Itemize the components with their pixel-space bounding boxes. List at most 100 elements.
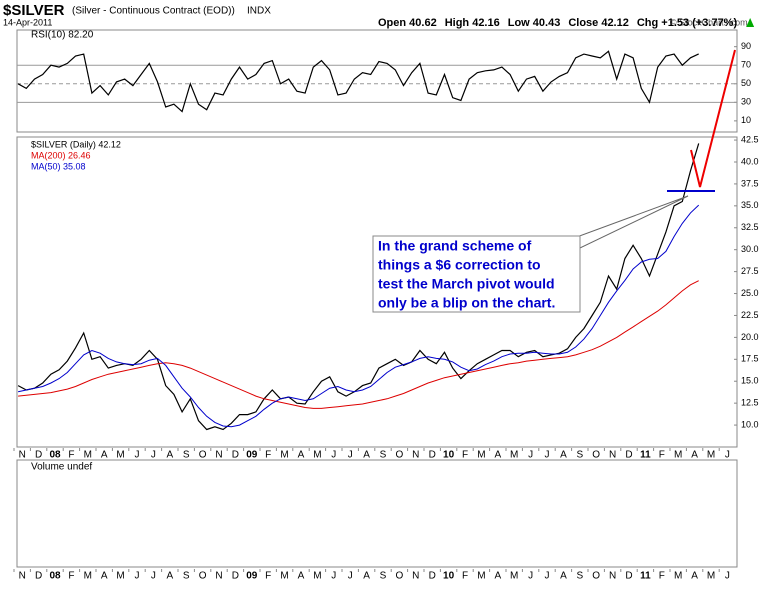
y-tick-label: 70 bbox=[741, 60, 751, 70]
x-tick-label: F bbox=[68, 571, 74, 582]
x-tick-label: M bbox=[280, 450, 288, 461]
x-tick-label: J bbox=[135, 450, 140, 461]
note-line: only be a blip on the chart. bbox=[378, 295, 555, 311]
x-tick-label: A bbox=[101, 450, 108, 461]
y-tick-label: 32.5 bbox=[741, 222, 759, 232]
x-tick-label: M bbox=[674, 450, 682, 461]
series-line bbox=[18, 280, 699, 409]
volume-panel bbox=[16, 459, 738, 568]
note-line: things a $6 correction to bbox=[378, 257, 541, 273]
x-tick-label: J bbox=[348, 450, 353, 461]
x-tick-label: M bbox=[477, 450, 485, 461]
x-tick-label: F bbox=[265, 450, 271, 461]
y-tick-label: 20.0 bbox=[741, 332, 759, 342]
x-tick-label: D bbox=[35, 450, 42, 461]
y-tick-label: 27.5 bbox=[741, 266, 759, 276]
x-tick-label: D bbox=[429, 450, 436, 461]
y-tick-label: 25.0 bbox=[741, 288, 759, 298]
x-tick-label: F bbox=[659, 450, 665, 461]
projection-line bbox=[690, 49, 736, 188]
x-tick-label: J bbox=[348, 571, 353, 582]
x-tick-label: M bbox=[313, 571, 321, 582]
x-tick-label: D bbox=[232, 450, 239, 461]
x-tick-label: D bbox=[232, 571, 239, 582]
x-tick-label: N bbox=[609, 450, 616, 461]
series-line bbox=[17, 50, 699, 113]
rsi-panel bbox=[16, 29, 738, 133]
x-tick-label: 09 bbox=[246, 450, 258, 461]
x-tick-label: O bbox=[199, 571, 207, 582]
up-arrow bbox=[746, 18, 755, 27]
x-tick-label: J bbox=[528, 571, 533, 582]
x-tick-label: N bbox=[609, 571, 616, 582]
x-tick-label: S bbox=[380, 450, 387, 461]
x-tick-label: M bbox=[674, 571, 682, 582]
x-tick-label: A bbox=[494, 571, 501, 582]
x-tick-label: M bbox=[510, 450, 518, 461]
x-tick-label: J bbox=[331, 571, 336, 582]
x-tick-label: A bbox=[298, 571, 305, 582]
note-line: test the March pivot would bbox=[378, 276, 555, 292]
quote: Open 40.62 High 42.16 Low 40.43 Close 42.12… bbox=[378, 17, 755, 29]
x-tick-label: 11 bbox=[640, 450, 651, 461]
x-tick-label: J bbox=[528, 450, 533, 461]
x-tick-label: 09 bbox=[246, 571, 258, 582]
x-tick-label: 10 bbox=[443, 571, 455, 582]
x-tick-label: A bbox=[691, 450, 698, 461]
x-tick-label: S bbox=[576, 571, 583, 582]
x-tick-label: S bbox=[183, 571, 190, 582]
x-tick-label: J bbox=[545, 450, 550, 461]
x-tick-label: A bbox=[363, 450, 370, 461]
legend-entry: MA(50) 35.08 bbox=[31, 161, 86, 171]
x-tick-label: J bbox=[545, 571, 550, 582]
x-tick-label: S bbox=[183, 450, 190, 461]
x-tick-label: F bbox=[659, 571, 665, 582]
y-tick-label: 40.0 bbox=[741, 156, 759, 166]
x-tick-label: O bbox=[592, 450, 600, 461]
watermark: © StockCharts.com bbox=[670, 17, 748, 27]
series-line bbox=[17, 143, 700, 431]
y-tick-label: 17.5 bbox=[741, 354, 759, 364]
x-tick-label: M bbox=[477, 571, 485, 582]
x-tick-label: M bbox=[313, 450, 321, 461]
note-line: In the grand scheme of bbox=[378, 238, 532, 254]
x-tick-label: F bbox=[68, 450, 74, 461]
x-tick-label: O bbox=[396, 450, 404, 461]
x-tick-label: S bbox=[380, 571, 387, 582]
x-tick-label: A bbox=[101, 571, 108, 582]
x-tick-label: N bbox=[215, 450, 222, 461]
x-tick-label: A bbox=[363, 571, 370, 582]
x-tick-label: O bbox=[396, 571, 404, 582]
x-tick-label: S bbox=[576, 450, 583, 461]
x-tick-label: F bbox=[462, 450, 468, 461]
x-tick-label: D bbox=[625, 571, 632, 582]
x-tick-label: A bbox=[298, 450, 305, 461]
x-tick-label: M bbox=[707, 450, 715, 461]
x-tick-label: M bbox=[280, 571, 288, 582]
x-tick-label: N bbox=[19, 571, 26, 582]
x-tick-label: 11 bbox=[640, 571, 651, 582]
x-tick-label: M bbox=[510, 571, 518, 582]
exchange: INDX bbox=[247, 6, 271, 17]
y-tick-label: 12.5 bbox=[741, 398, 759, 408]
legend-entry: $SILVER (Daily) 42.12 bbox=[31, 139, 121, 149]
x-tick-label: N bbox=[19, 450, 26, 461]
x-tick-label: J bbox=[135, 571, 140, 582]
panel-title: RSI(10) 82.20 bbox=[31, 30, 94, 41]
x-tick-label: N bbox=[215, 571, 222, 582]
x-tick-label: 10 bbox=[443, 450, 455, 461]
y-tick-label: 90 bbox=[741, 41, 751, 51]
x-tick-label: J bbox=[725, 450, 730, 461]
y-tick-label: 10 bbox=[741, 115, 751, 125]
x-tick-label: M bbox=[116, 450, 124, 461]
date: 14-Apr-2011 bbox=[3, 17, 52, 27]
y-tick-label: 37.5 bbox=[741, 178, 759, 188]
layers: 10 30 50 70 90 RSI(10) 82.20 10.0 12.5 15.0 17.5 2… bbox=[13, 30, 759, 582]
note-box bbox=[372, 235, 581, 313]
quote-item: High 42.16 bbox=[445, 17, 500, 29]
y-tick-label: 30.0 bbox=[741, 244, 759, 254]
quote-item: Low 40.43 bbox=[508, 17, 561, 29]
legend-entry: MA(200) 26.46 bbox=[31, 150, 91, 160]
x-tick-label: J bbox=[331, 450, 336, 461]
